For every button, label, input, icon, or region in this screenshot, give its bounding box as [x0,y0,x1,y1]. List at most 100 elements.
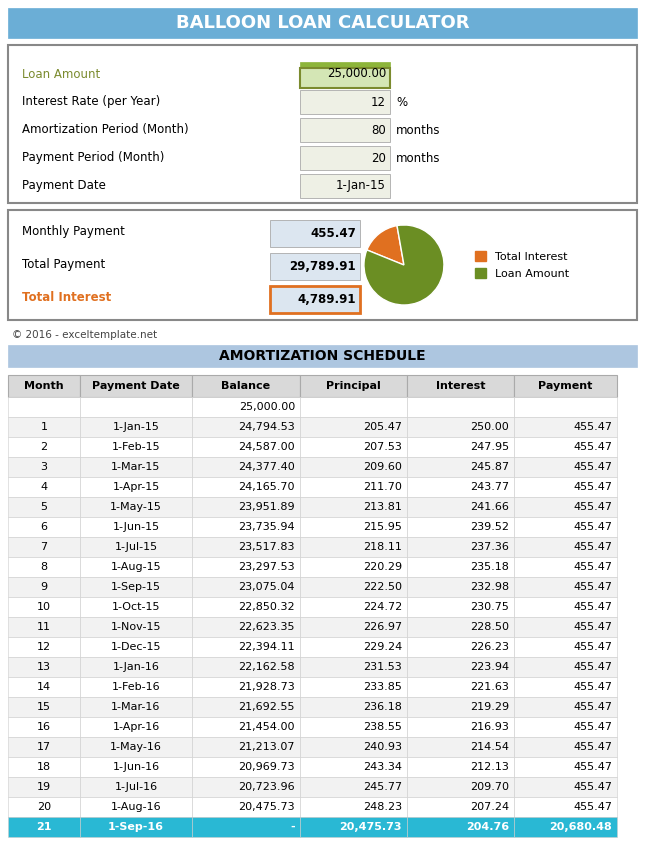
Bar [80,537,192,557]
Bar [80,617,192,637]
Bar [514,777,617,797]
Bar [8,757,80,777]
Bar [80,697,192,717]
Bar [300,517,407,537]
Text: 21,454.00: 21,454.00 [239,722,295,732]
Text: 13: 13 [37,662,51,672]
Text: 12: 12 [37,642,51,652]
Bar [514,817,617,837]
Bar [514,577,617,597]
Bar [300,697,407,717]
Bar [300,146,390,170]
Text: 14: 14 [37,682,51,692]
Text: 250.00: 250.00 [470,422,509,432]
Bar [192,375,300,397]
Text: 248.23: 248.23 [363,802,402,812]
Wedge shape [367,226,404,265]
Bar [80,817,192,837]
Text: 1-Mar-15: 1-Mar-15 [112,462,161,472]
Text: Payment Date: Payment Date [92,381,180,391]
Bar [80,597,192,617]
Text: 24,587.00: 24,587.00 [239,442,295,452]
Bar [8,697,80,717]
Bar [514,657,617,677]
Text: 19: 19 [37,782,51,792]
Bar [514,737,617,757]
Text: 1-Feb-16: 1-Feb-16 [112,682,161,692]
Bar [300,477,407,497]
Bar [514,677,617,697]
Text: 11: 11 [37,622,51,632]
Text: BALLOON LOAN CALCULATOR: BALLOON LOAN CALCULATOR [175,14,470,32]
Text: 207.24: 207.24 [470,802,509,812]
Bar [80,517,192,537]
Text: 455.47: 455.47 [573,422,612,432]
Text: 455.47: 455.47 [573,502,612,512]
Bar [300,437,407,457]
Text: 1-Apr-16: 1-Apr-16 [112,722,159,732]
Bar [300,174,390,198]
Bar [80,397,192,417]
Text: 224.72: 224.72 [362,602,402,612]
Text: 455.47: 455.47 [573,522,612,532]
Bar [514,717,617,737]
Bar [514,757,617,777]
Bar [192,417,300,437]
Text: 4,789.91: 4,789.91 [297,293,356,306]
Bar [300,817,407,837]
Bar [8,417,80,437]
Text: 455.47: 455.47 [573,622,612,632]
Bar [80,657,192,677]
Bar [192,577,300,597]
Bar [8,777,80,797]
Bar [407,637,514,657]
Text: 20,475.73: 20,475.73 [339,822,402,832]
Text: 216.93: 216.93 [470,722,509,732]
Bar [407,417,514,437]
Text: 9: 9 [41,582,48,592]
Bar [407,817,514,837]
Text: 3: 3 [41,462,48,472]
Text: 1-Jul-15: 1-Jul-15 [114,542,157,552]
Bar [8,457,80,477]
Bar [8,817,80,837]
Bar [407,697,514,717]
Text: 20,969.73: 20,969.73 [239,762,295,772]
Text: 240.93: 240.93 [363,742,402,752]
Text: 20,723.96: 20,723.96 [239,782,295,792]
Bar [192,497,300,517]
Bar [270,220,360,247]
Text: Payment Date: Payment Date [22,180,106,192]
Text: 455.47: 455.47 [573,742,612,752]
Text: 18: 18 [37,762,51,772]
Bar [300,375,407,397]
Bar [407,577,514,597]
Text: 1-May-16: 1-May-16 [110,742,162,752]
Text: 211.70: 211.70 [363,482,402,492]
Text: 6: 6 [41,522,48,532]
Text: 7: 7 [41,542,48,552]
Bar [8,45,637,203]
Bar [80,497,192,517]
Text: 220.29: 220.29 [363,562,402,572]
Text: 231.53: 231.53 [363,662,402,672]
Bar [8,375,80,397]
Text: 1-Jan-15: 1-Jan-15 [336,180,386,192]
Bar [192,557,300,577]
Text: Month: Month [25,381,64,391]
Text: 455.47: 455.47 [573,722,612,732]
Text: 455.47: 455.47 [573,662,612,672]
Text: Payment Period (Month): Payment Period (Month) [22,152,164,165]
Bar [407,537,514,557]
Bar [80,737,192,757]
Bar [300,637,407,657]
Bar [300,617,407,637]
Bar [300,597,407,617]
Bar [8,737,80,757]
Bar [80,477,192,497]
Text: 455.47: 455.47 [573,462,612,472]
Bar [192,537,300,557]
Bar [80,777,192,797]
Bar [8,497,80,517]
Bar [300,118,390,142]
